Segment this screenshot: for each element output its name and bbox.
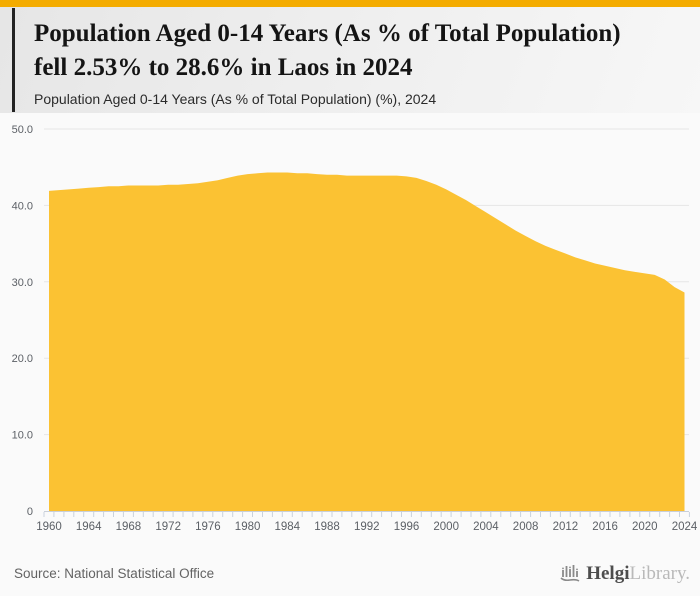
logo-text-library: Library. [629, 563, 691, 584]
header: Population Aged 0-14 Years (As % of Tota… [0, 7, 700, 113]
page-title-line-2: fell 2.53% to 28.6% in Laos in 2024 [34, 54, 413, 81]
area-series-shape [49, 172, 685, 511]
top-accent-bar [0, 0, 700, 7]
x-axis-label: 1976 [195, 521, 221, 533]
y-axis-label: 20.0 [12, 353, 33, 365]
page-subtitle: Population Aged 0-14 Years (As % of Tota… [34, 91, 437, 107]
page-title-line-1: Population Aged 0-14 Years (As % of Tota… [34, 20, 621, 47]
helgi-library-logo[interactable]: HelgiLibrary. [559, 560, 690, 588]
x-axis-label: 1968 [116, 521, 142, 533]
footer: Source: National Statistical Office Helg… [0, 553, 700, 596]
x-axis-label: 1992 [354, 521, 380, 533]
x-axis-label: 1980 [235, 521, 261, 533]
logo-text-helgi: Helgi [586, 563, 630, 584]
x-axis-label: 2024 [672, 521, 698, 533]
source-text: Source: National Statistical Office [14, 566, 215, 581]
chart-region: 50.0 40.0 30.0 20.0 10.0 0 1960 1964 1968 1972 197… [0, 113, 700, 553]
page-title: Population Aged 0-14 Years (As % of Tota… [34, 17, 684, 85]
y-axis-label: 0 [27, 506, 33, 518]
x-axis-label: 2000 [433, 521, 459, 533]
y-axis-label: 50.0 [12, 124, 33, 136]
x-axis-label: 2016 [592, 521, 618, 533]
x-axis-label: 1996 [394, 521, 420, 533]
x-axis-label: 2004 [473, 521, 499, 533]
title-accent-rule [12, 8, 15, 112]
y-axis-label: 10.0 [12, 430, 33, 442]
helgi-logo-text: HelgiLibrary. [586, 563, 690, 585]
helgi-organ-bars-icon [559, 561, 581, 588]
x-axis-label: 1972 [155, 521, 181, 533]
x-axis-label: 1960 [36, 521, 62, 533]
y-axis-label: 40.0 [12, 200, 33, 212]
x-axis-label: 2012 [553, 521, 579, 533]
x-axis-label: 1964 [76, 521, 102, 533]
x-axis-label: 2020 [632, 521, 658, 533]
y-axis-label: 30.0 [12, 277, 33, 289]
x-axis-label: 1984 [275, 521, 301, 533]
x-axis-label: 2008 [513, 521, 539, 533]
x-axis-label: 1988 [314, 521, 340, 533]
